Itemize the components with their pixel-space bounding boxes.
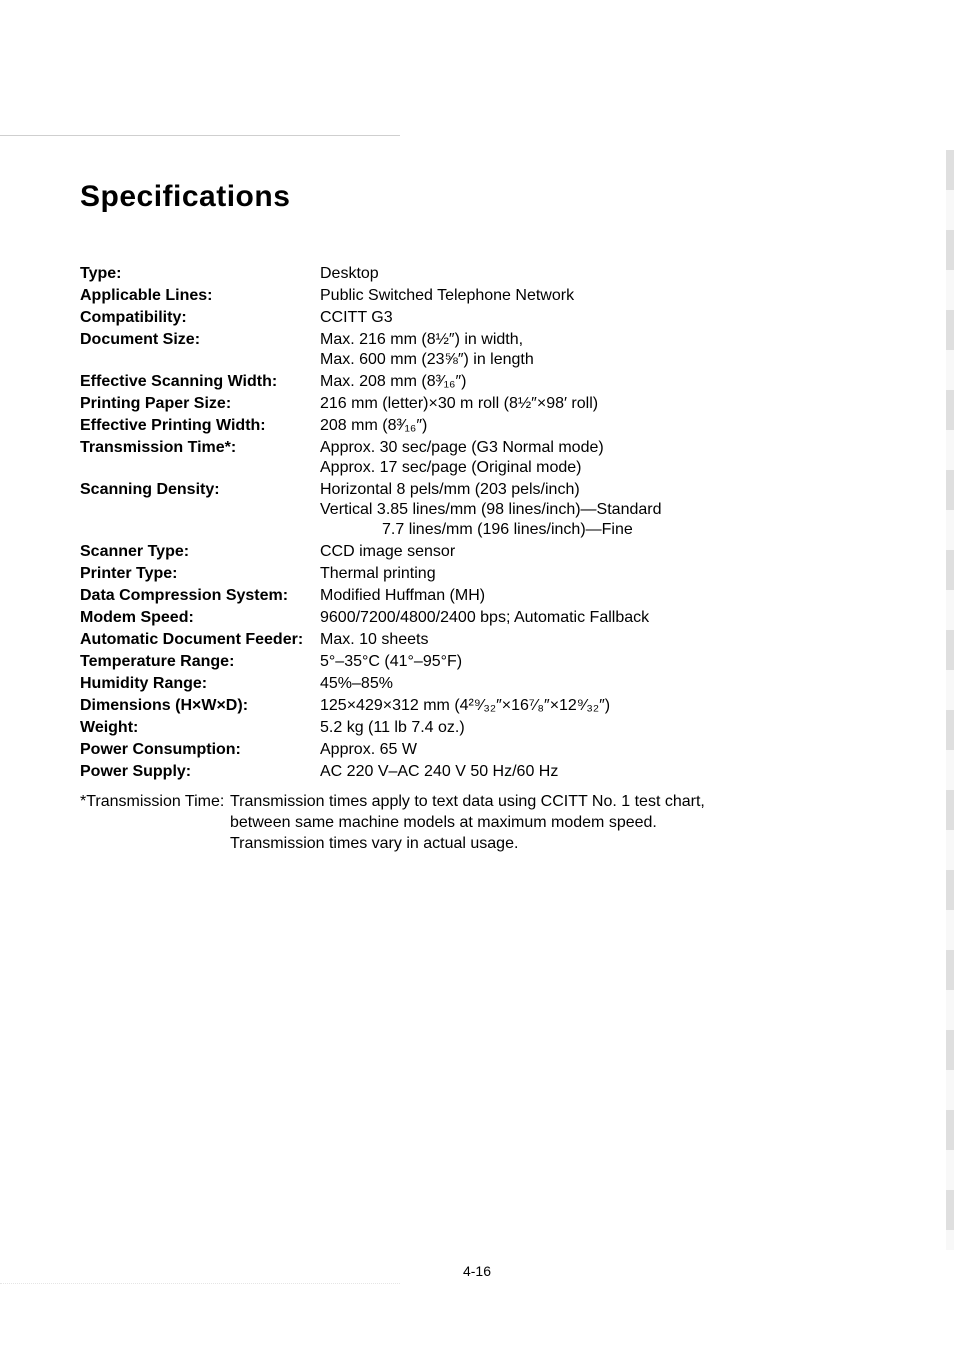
spec-value-line: Thermal printing [320, 564, 874, 584]
spec-value-line: Max. 10 sheets [320, 630, 874, 650]
spec-value-line: 5.2 kg (11 lb 7.4 oz.) [320, 718, 874, 738]
spec-value: 216 mm (letter)×30 m roll (8½″×98′ roll) [320, 394, 874, 414]
spec-value-line: Approx. 17 sec/page (Original mode) [320, 458, 874, 478]
spec-value: Approx. 30 sec/page (G3 Normal mode)Appr… [320, 438, 874, 478]
spec-value: Approx. 65 W [320, 740, 874, 760]
spec-label: Effective Printing Width: [80, 416, 320, 436]
spec-value: Max. 216 mm (8½″) in width,Max. 600 mm (… [320, 330, 874, 370]
spec-label: Scanning Density: [80, 480, 320, 540]
spec-label: Data Compression System: [80, 586, 320, 606]
spec-value: Modified Huffman (MH) [320, 586, 874, 606]
spec-value-line: 216 mm (letter)×30 m roll (8½″×98′ roll) [320, 394, 874, 414]
spec-value: Max. 208 mm (8³⁄₁₆″) [320, 372, 874, 392]
spec-value: AC 220 V–AC 240 V 50 Hz/60 Hz [320, 762, 874, 782]
spec-value-line: Approx. 65 W [320, 740, 874, 760]
spec-label: Document Size: [80, 330, 320, 370]
spec-value-line: CCITT G3 [320, 308, 874, 328]
spec-value-line: Public Switched Telephone Network [320, 286, 874, 306]
spec-value: 9600/7200/4800/2400 bps; Automatic Fallb… [320, 608, 874, 628]
spec-value: 208 mm (8³⁄₁₆″) [320, 416, 874, 436]
spec-value: 5.2 kg (11 lb 7.4 oz.) [320, 718, 874, 738]
spec-label: Scanner Type: [80, 542, 320, 562]
spec-value: Thermal printing [320, 564, 874, 584]
footnote-line: between same machine models at maximum m… [230, 813, 874, 834]
footnote-label: *Transmission Time: [80, 792, 230, 813]
page-title: Specifications [80, 180, 874, 214]
spec-label: Printer Type: [80, 564, 320, 584]
spec-value: Public Switched Telephone Network [320, 286, 874, 306]
spec-value-line: Modified Huffman (MH) [320, 586, 874, 606]
spec-label: Transmission Time*: [80, 438, 320, 478]
spec-value-line: Desktop [320, 264, 874, 284]
spec-label: Power Supply: [80, 762, 320, 782]
spec-label: Type: [80, 264, 320, 284]
spec-value: 5°–35°C (41°–95°F) [320, 652, 874, 672]
spec-value-line: 208 mm (8³⁄₁₆″) [320, 416, 874, 436]
spec-label: Compatibility: [80, 308, 320, 328]
spec-value-line: Max. 216 mm (8½″) in width, [320, 330, 874, 350]
page-number: 4-16 [0, 1263, 954, 1279]
spec-value-line: 9600/7200/4800/2400 bps; Automatic Fallb… [320, 608, 874, 628]
spec-value: Desktop [320, 264, 874, 284]
footnote-line: Transmission times vary in actual usage. [230, 834, 874, 855]
spec-value-line: 45%–85% [320, 674, 874, 694]
spec-label: Effective Scanning Width: [80, 372, 320, 392]
spec-value: Max. 10 sheets [320, 630, 874, 650]
spec-value-line: 125×429×312 mm (4²⁹⁄₃₂″×16⁷⁄₈″×12⁹⁄₃₂″) [320, 696, 874, 716]
spec-value-line: Approx. 30 sec/page (G3 Normal mode) [320, 438, 874, 458]
spec-label: Applicable Lines: [80, 286, 320, 306]
spec-value-line: AC 220 V–AC 240 V 50 Hz/60 Hz [320, 762, 874, 782]
document-page: Specifications Type:DesktopApplicable Li… [0, 0, 954, 1349]
scan-artifact-binding [946, 150, 954, 1250]
spec-label: Temperature Range: [80, 652, 320, 672]
spec-value-line: Horizontal 8 pels/mm (203 pels/inch) [320, 480, 874, 500]
spec-label: Dimensions (H×W×D): [80, 696, 320, 716]
spec-value-line: Vertical 3.85 lines/mm (98 lines/inch)—S… [320, 500, 874, 520]
spec-label: Power Consumption: [80, 740, 320, 760]
scan-artifact-bottom [0, 1283, 400, 1294]
spec-value: CCD image sensor [320, 542, 874, 562]
specifications-table: Type:DesktopApplicable Lines:Public Swit… [80, 264, 874, 782]
spec-value-line: CCD image sensor [320, 542, 874, 562]
footnote: *Transmission Time: Transmission times a… [80, 792, 874, 854]
footnote-line: Transmission times apply to text data us… [230, 792, 874, 813]
spec-label: Printing Paper Size: [80, 394, 320, 414]
spec-label: Humidity Range: [80, 674, 320, 694]
spec-value: Horizontal 8 pels/mm (203 pels/inch)Vert… [320, 480, 874, 540]
spec-value-line: Max. 208 mm (8³⁄₁₆″) [320, 372, 874, 392]
spec-label: Automatic Document Feeder: [80, 630, 320, 650]
spec-value-line: 7.7 lines/mm (196 lines/inch)—Fine [320, 520, 874, 540]
spec-value-line: 5°–35°C (41°–95°F) [320, 652, 874, 672]
spec-value-line: Max. 600 mm (23⅝″) in length [320, 350, 874, 370]
scan-artifact-top [0, 115, 400, 136]
spec-value: 45%–85% [320, 674, 874, 694]
spec-label: Weight: [80, 718, 320, 738]
spec-label: Modem Speed: [80, 608, 320, 628]
spec-value: 125×429×312 mm (4²⁹⁄₃₂″×16⁷⁄₈″×12⁹⁄₃₂″) [320, 696, 874, 716]
spec-value: CCITT G3 [320, 308, 874, 328]
